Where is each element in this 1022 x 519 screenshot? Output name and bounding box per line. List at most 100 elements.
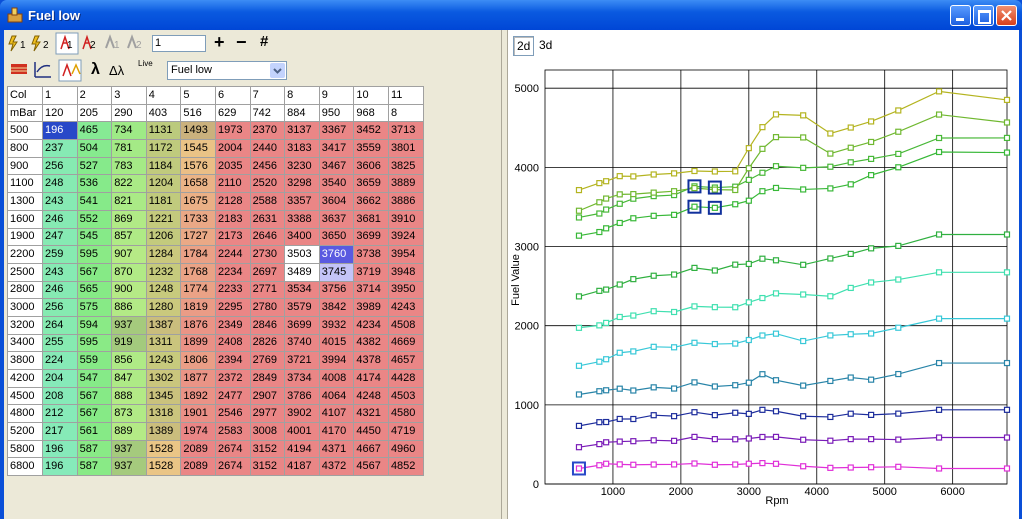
table-cell[interactable]: 2408 (214, 333, 251, 353)
row-header[interactable]: 5200 (7, 422, 43, 441)
table-cell[interactable]: 4194 (284, 439, 320, 459)
table-cell[interactable]: 2846 (249, 315, 286, 335)
table-cell[interactable]: 783 (111, 156, 147, 176)
table-cell[interactable]: 2440 (249, 139, 286, 158)
table-cell[interactable]: 1899 (180, 333, 216, 353)
row-header[interactable]: 500 (7, 121, 43, 141)
table-cell[interactable]: 2520 (249, 174, 286, 194)
table-cell[interactable]: 3152 (249, 439, 286, 459)
close-button[interactable] (996, 5, 1017, 26)
table-cell[interactable]: 3786 (284, 386, 320, 406)
table-cell[interactable]: 822 (111, 174, 147, 194)
row-header[interactable]: 6800 (7, 457, 43, 477)
dropdown-arrow[interactable] (270, 63, 285, 78)
table-cell[interactable]: 4372 (318, 457, 355, 477)
table-cell[interactable]: 1658 (180, 174, 216, 194)
table-cell[interactable]: 545 (76, 227, 113, 247)
table-cell[interactable]: 4852 (387, 457, 424, 477)
table-cell[interactable]: 3842 (318, 298, 355, 317)
table-cell[interactable]: 2477 (214, 386, 251, 406)
table-cell[interactable]: 2233 (214, 280, 251, 300)
map-select[interactable]: Fuel low (167, 61, 287, 80)
table-cell[interactable]: 4428 (387, 369, 424, 388)
table-cell[interactable]: 889 (111, 422, 147, 441)
table-cell[interactable]: 2588 (249, 192, 286, 211)
table-cell[interactable]: 2546 (214, 404, 251, 424)
table-cell[interactable]: 1243 (145, 351, 182, 370)
table-cell[interactable]: 3503 (284, 245, 320, 264)
table-cell[interactable]: 4508 (387, 315, 424, 335)
table-cell[interactable]: 561 (76, 422, 113, 441)
table-cell[interactable]: 2583 (214, 422, 251, 441)
table-cell[interactable]: 3417 (318, 139, 355, 158)
table-cell[interactable]: 937 (111, 457, 147, 477)
table-cell[interactable]: 1389 (145, 422, 182, 441)
table-cell[interactable]: 1204 (145, 174, 182, 194)
table-cell[interactable]: 1892 (180, 386, 216, 406)
table-cell[interactable]: 567 (76, 404, 113, 424)
table-cell[interactable]: 575 (76, 298, 113, 317)
table-cell[interactable]: 3604 (318, 192, 355, 211)
table-cell[interactable]: 781 (111, 139, 147, 158)
table-cell[interactable]: 4669 (387, 333, 424, 353)
table-cell[interactable]: 3889 (387, 174, 424, 194)
table-cell[interactable]: 2907 (249, 386, 286, 406)
table-cell[interactable]: 4580 (387, 404, 424, 424)
table-cell[interactable]: 3534 (284, 280, 320, 300)
table-cell[interactable]: 243 (42, 192, 78, 211)
table-cell[interactable]: 559 (76, 351, 113, 370)
table-cell[interactable]: 196 (42, 121, 78, 141)
table-cell[interactable]: 3902 (284, 404, 320, 424)
table-cell[interactable]: 516 (180, 103, 216, 123)
table-cell[interactable]: 1675 (180, 192, 216, 211)
table-cell[interactable]: 237 (42, 139, 78, 158)
table-cell[interactable]: 3740 (284, 333, 320, 353)
table-cell[interactable]: 888 (111, 386, 147, 406)
table-cell[interactable]: 2697 (249, 262, 286, 282)
table-cell[interactable]: 248 (42, 174, 78, 194)
table-cell[interactable]: 2110 (214, 174, 251, 194)
table-cell[interactable]: 2826 (249, 333, 286, 353)
table-cell[interactable]: 4378 (353, 351, 389, 370)
table-cell[interactable]: 2456 (249, 156, 286, 176)
table-cell[interactable]: 1221 (145, 209, 182, 229)
table-cell[interactable]: 1181 (145, 192, 182, 211)
table-cell[interactable]: 2089 (180, 439, 216, 459)
table-cell[interactable]: 527 (76, 156, 113, 176)
minimize-button[interactable] (950, 5, 971, 26)
table-cell[interactable]: 196 (42, 439, 78, 459)
table-cell[interactable]: 594 (76, 315, 113, 335)
table-cell[interactable]: 4174 (353, 369, 389, 388)
table-cell[interactable]: 3886 (387, 192, 424, 211)
table-cell[interactable]: 3734 (284, 369, 320, 388)
table-cell[interactable]: 212 (42, 404, 78, 424)
row-header[interactable]: 900 (7, 156, 43, 176)
row-header[interactable]: 2500 (7, 262, 43, 282)
table-cell[interactable]: 536 (76, 174, 113, 194)
table-cell[interactable]: 4015 (318, 333, 355, 353)
table-cell[interactable]: 2769 (249, 351, 286, 370)
table-cell[interactable]: 1806 (180, 351, 216, 370)
table-cell[interactable]: 567 (76, 262, 113, 282)
table-cell[interactable]: 4 (145, 86, 182, 105)
table-cell[interactable]: 243 (42, 262, 78, 282)
table-cell[interactable]: 1819 (180, 298, 216, 317)
table-cell[interactable]: 3400 (284, 227, 320, 247)
table-cell[interactable]: 2295 (214, 298, 251, 317)
table-cell[interactable]: 3989 (353, 298, 389, 317)
table-cell[interactable]: 6 (214, 86, 251, 105)
table-cell[interactable]: 2004 (214, 139, 251, 158)
table-cell[interactable]: 886 (111, 298, 147, 317)
table-cell[interactable]: 565 (76, 280, 113, 300)
table-cell[interactable]: 4248 (353, 386, 389, 406)
table-cell[interactable]: 3489 (284, 262, 320, 282)
lambda-button[interactable]: λ (91, 61, 100, 78)
table-cell[interactable]: 3719 (353, 262, 389, 282)
table-cell[interactable]: 3230 (284, 156, 320, 176)
table-cell[interactable]: 3714 (353, 280, 389, 300)
table-cell[interactable]: 856 (111, 351, 147, 370)
table-cell[interactable]: 4667 (353, 439, 389, 459)
table-cell[interactable]: 1768 (180, 262, 216, 282)
table-cell[interactable]: 1232 (145, 262, 182, 282)
table-cell[interactable]: 3 (111, 86, 147, 105)
